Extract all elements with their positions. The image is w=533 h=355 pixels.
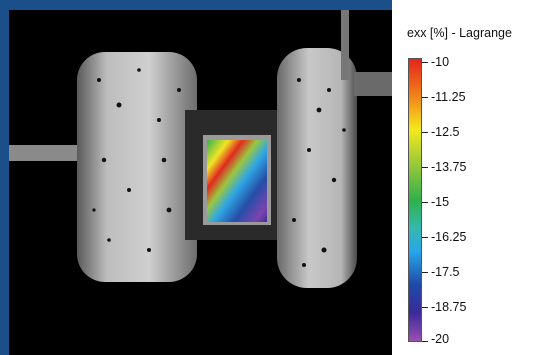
window-top-border — [0, 0, 533, 10]
colorbar — [408, 58, 422, 342]
legend-title: exx [%] - Lagrange — [407, 26, 512, 40]
colorbar-tick — [422, 341, 428, 342]
colorbar-tick — [422, 132, 428, 133]
left-shaft — [9, 145, 81, 161]
colorbar-tick — [422, 202, 428, 203]
colorbar-tick-label: -13.75 — [431, 160, 467, 174]
left-grip — [77, 52, 197, 282]
colorbar-tick-label: -15 — [431, 195, 450, 209]
right-post — [341, 10, 349, 80]
strain-overlay — [207, 140, 267, 222]
window-left-border — [0, 10, 9, 355]
colorbar-tick-label: -20 — [431, 332, 450, 346]
colorbar-tick — [422, 62, 428, 63]
colorbar-tick-label: -17.5 — [431, 265, 460, 279]
colorbar-tick — [422, 307, 428, 308]
colorbar-tick — [422, 97, 428, 98]
right-grip — [277, 48, 357, 288]
speckle-pattern — [92, 68, 346, 267]
colorbar-tick-label: -10 — [431, 55, 450, 69]
colorbar-tick — [422, 167, 428, 168]
colorbar-tick — [422, 272, 428, 273]
colorbar-tick-label: -11.25 — [431, 90, 466, 104]
colorbar-tick-label: -16.25 — [431, 230, 467, 244]
colorbar-tick — [422, 237, 428, 238]
specimen-image — [9, 10, 394, 288]
colorbar-tick-label: -18.75 — [431, 300, 467, 314]
right-shaft — [354, 72, 394, 96]
colorbar-tick-label: -12.5 — [431, 125, 460, 139]
